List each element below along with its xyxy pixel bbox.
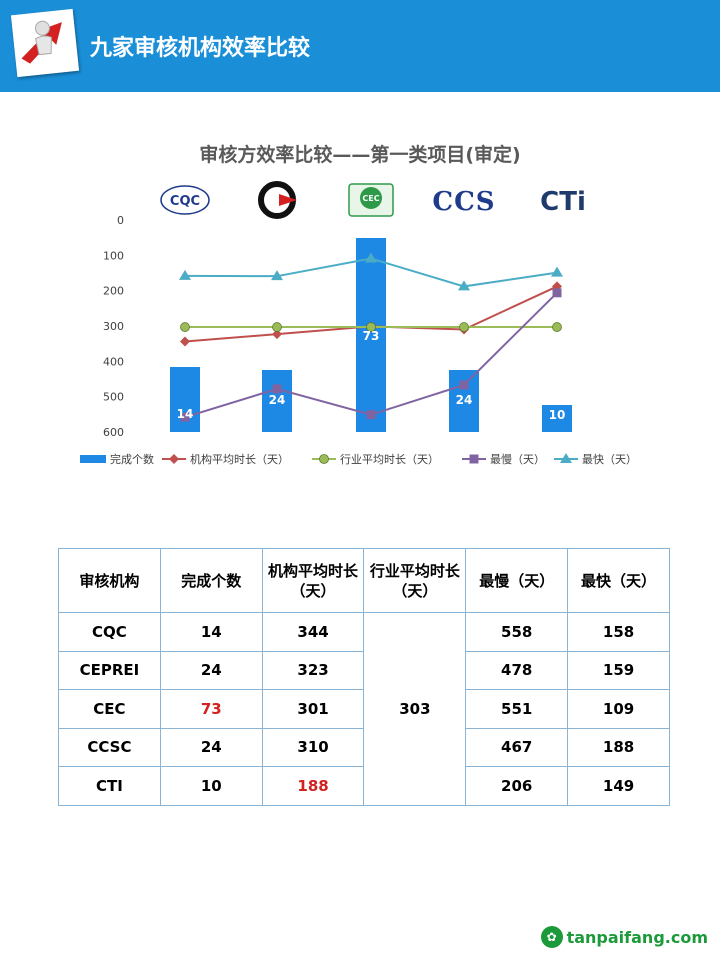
cti-logo-icon: CTi (540, 187, 586, 217)
cec-logo-icon: CEC (362, 194, 379, 203)
cell-org: CTI (58, 766, 161, 806)
series-0-point (272, 329, 282, 340)
figure-with-red-arrow-icon (10, 8, 80, 78)
cell-fast: 188 (567, 727, 670, 767)
cell-avg: 323 (261, 650, 365, 690)
cell-count: 10 (159, 766, 263, 806)
y-tick-label: 100 (103, 249, 124, 262)
header-bar: 九家审核机构效率比较 (0, 0, 720, 92)
cell-org: CEC (58, 689, 161, 729)
header-org: 审核机构 (58, 548, 161, 613)
series-2-point (459, 380, 469, 390)
bar-cqc (170, 367, 200, 432)
series-3-point (458, 280, 470, 291)
legend-swatch-bars (80, 455, 106, 463)
series-1-point (272, 322, 282, 332)
series-3-point (551, 266, 563, 277)
bar-data-label: 24 (456, 393, 473, 407)
bar-ccsc (449, 370, 479, 432)
cell-industry-avg: 303 (363, 612, 467, 806)
header-slowest: 最慢（天） (465, 548, 569, 613)
cell-avg: 301 (261, 689, 365, 729)
series-3-point (271, 270, 283, 281)
legend-label: 最慢（天） (490, 453, 545, 466)
cell-avg: 344 (261, 612, 365, 652)
cell-slow: 206 (465, 766, 569, 806)
cell-avg: 310 (261, 727, 365, 767)
leaf-logo-icon: ✿ (540, 926, 563, 948)
y-tick-label: 0 (117, 214, 124, 227)
legend-marker-0 (169, 454, 179, 464)
legend-marker-2 (469, 454, 479, 464)
series-3-point (365, 252, 377, 263)
table-row: CEC 73 301 551 109 (58, 689, 670, 729)
cec-logo-disc (360, 187, 382, 209)
legend-marker-3 (560, 453, 572, 463)
series-1-point (552, 322, 562, 332)
chart-canvas: 0 100 200 300 400 500 600 CQC CEC CCS CTi 14 24 73 24 1… (80, 181, 637, 466)
series-0-point (180, 336, 190, 347)
cqc-logo-icon: CQC (170, 194, 200, 209)
cell-count: 24 (159, 650, 263, 690)
ccs-logo-icon: CCS (432, 187, 495, 217)
series-3-point (179, 269, 191, 280)
cell-avg-highlight: 188 (261, 766, 365, 806)
header-fastest: 最快（天） (567, 548, 670, 613)
watermark-text: tanpaifang.com (566, 927, 708, 947)
y-tick-label: 600 (103, 426, 124, 439)
table-row: CEPREI 24 323 478 159 (58, 650, 670, 690)
header-org-avg: 机构平均时长（天） (261, 548, 365, 613)
cell-slow: 551 (465, 689, 569, 729)
series-2-point (272, 384, 282, 394)
series-2-point (180, 412, 190, 422)
cell-fast: 159 (567, 650, 670, 690)
legend-label: 机构平均时长（天） (190, 452, 289, 466)
y-tick-label: 400 (103, 355, 124, 368)
cell-count: 24 (159, 727, 263, 767)
legend-label: 完成个数 (110, 452, 154, 466)
cell-fast: 149 (567, 766, 670, 806)
legend-marker-1 (319, 454, 329, 464)
header-industry-avg: 行业平均时长（天） (363, 548, 467, 613)
chart-title: 审核方效率比较——第一类项目(审定) (199, 144, 521, 166)
page-title: 九家审核机构效率比较 (90, 36, 311, 61)
y-tick-label: 300 (103, 320, 124, 333)
table-row: CQC 14 344 303 558 158 (58, 612, 670, 806)
bar-data-label: 14 (177, 407, 194, 421)
cell-slow: 558 (465, 612, 569, 652)
legend-label: 行业平均时长（天） (340, 453, 439, 466)
y-tick-label: 200 (103, 285, 124, 298)
data-table: 审核机构 完成个数 机构平均时长（天） 行业平均时长（天） 最慢（天） 最快（天… (58, 548, 670, 806)
bar-data-label: 10 (549, 408, 566, 422)
bar-cti (542, 405, 572, 432)
cell-org: CQC (58, 612, 161, 652)
bar-data-label: 73 (363, 329, 380, 343)
series-1-point (459, 322, 469, 332)
y-tick-label: 500 (103, 391, 124, 404)
cell-org: CCSC (58, 727, 161, 767)
ceprei-logo-icon (279, 194, 297, 206)
cell-count: 14 (159, 612, 263, 652)
cell-fast: 109 (567, 689, 670, 729)
cqc-logo-ring (160, 185, 210, 215)
cell-slow: 467 (465, 727, 569, 767)
series-2-point (552, 288, 562, 298)
bar-ceprei (262, 370, 292, 432)
cell-org: CEPREI (58, 650, 161, 690)
cell-slow: 478 (465, 650, 569, 690)
bar-cec (356, 238, 386, 432)
table-row: CTI 10 188 206 149 (58, 766, 670, 806)
table-row: CCSC 24 310 467 188 (58, 727, 670, 767)
watermark: ✿ tanpaifang.com (540, 926, 708, 948)
series-2-point (366, 410, 376, 420)
bar-data-label: 24 (269, 393, 286, 407)
table-header-row: 审核机构 完成个数 机构平均时长（天） 行业平均时长（天） 最慢（天） 最快（天… (58, 548, 670, 613)
legend-label: 最快（天） (582, 453, 637, 466)
series-1-point (180, 322, 190, 332)
cell-fast: 158 (567, 612, 670, 652)
cell-count-highlight: 73 (159, 689, 263, 729)
series-1-point (366, 322, 376, 332)
header-count: 完成个数 (159, 548, 263, 613)
